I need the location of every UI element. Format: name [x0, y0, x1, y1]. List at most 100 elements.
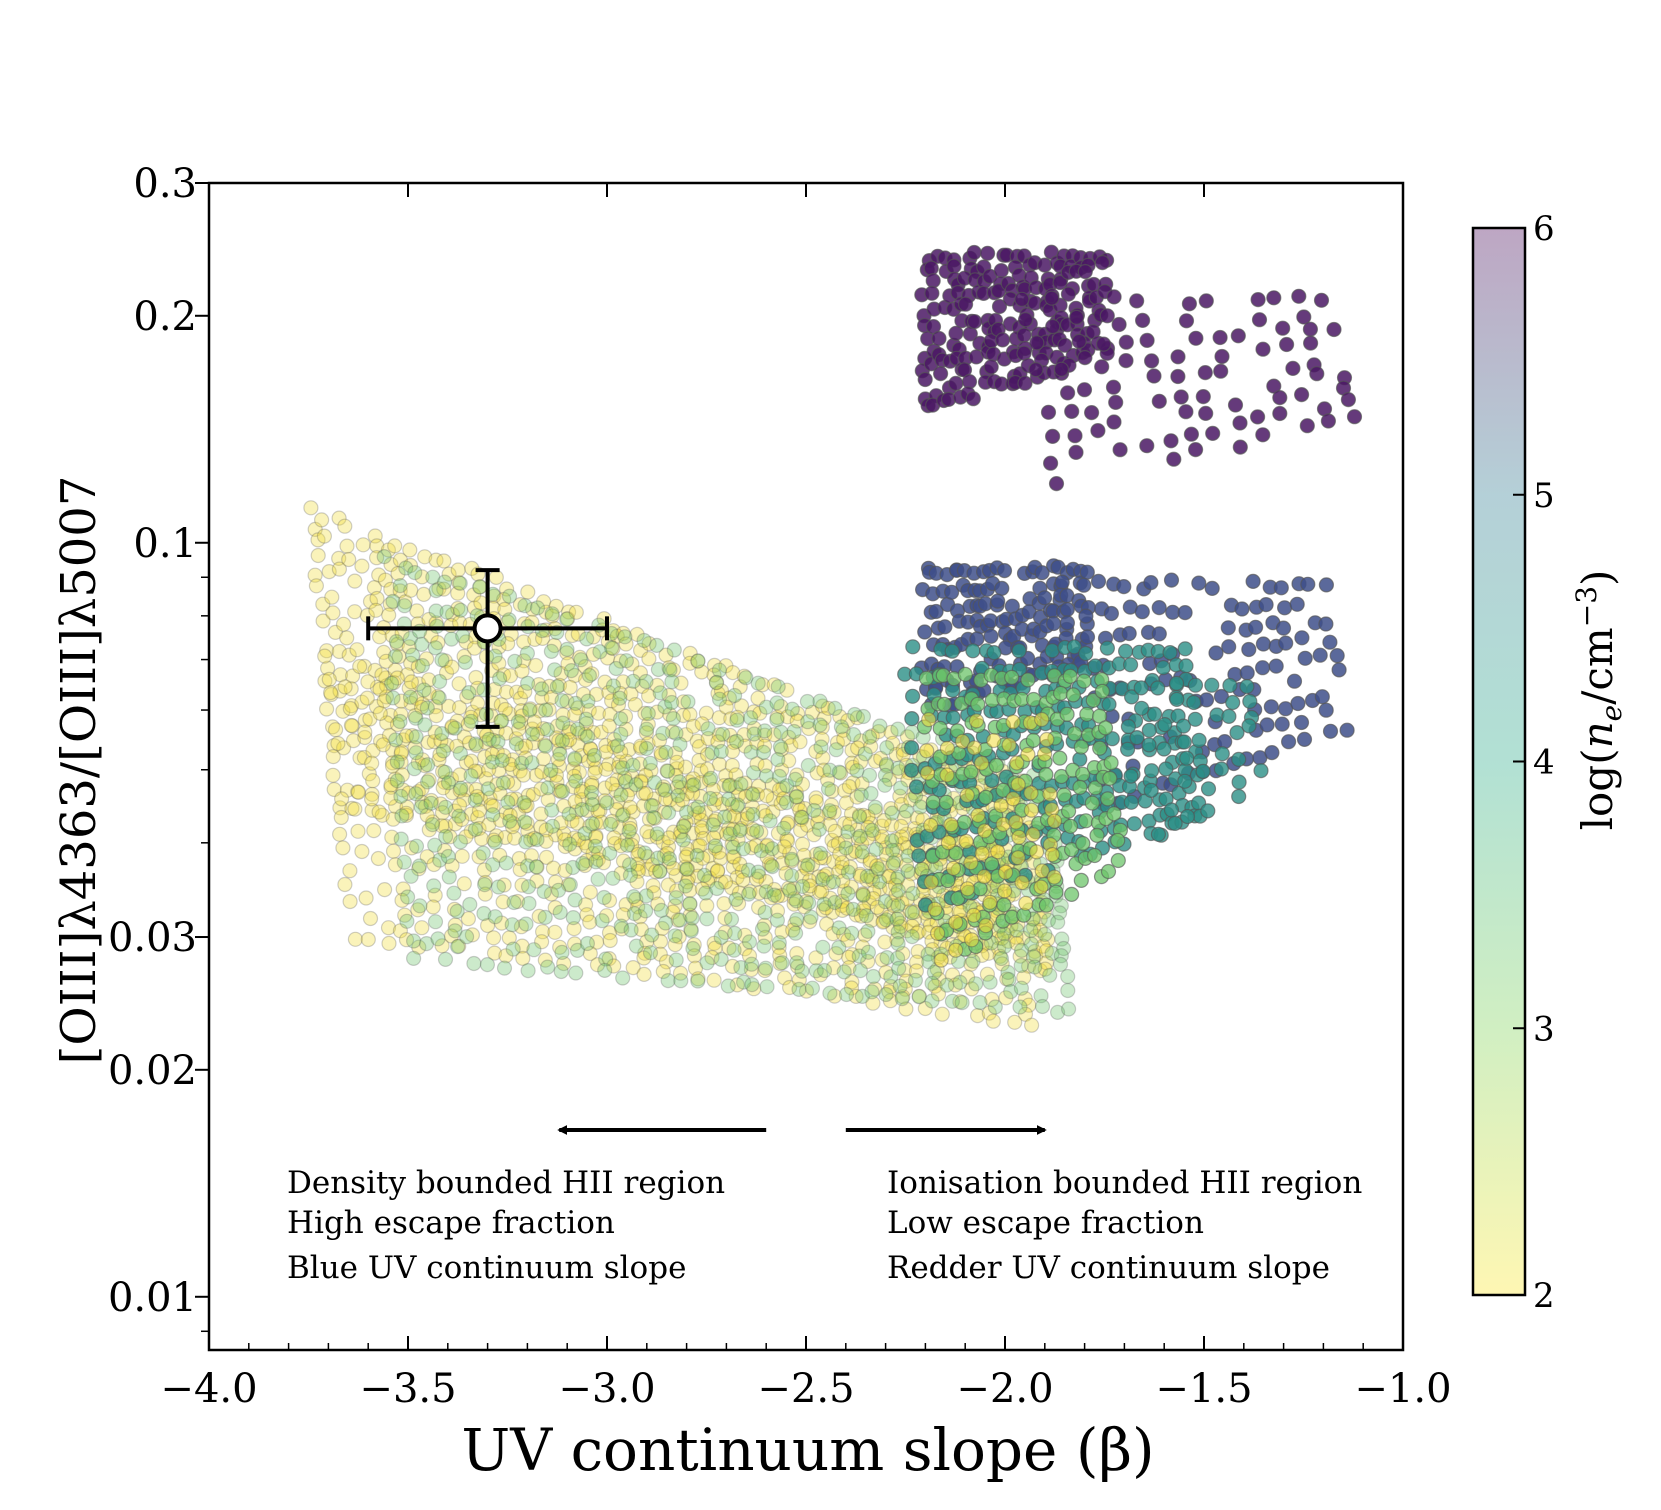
- scatter-point-ne2: [1036, 746, 1053, 762]
- scatter-point-ne2: [1025, 919, 1042, 936]
- scatter-point-ne2: [439, 737, 455, 753]
- scatter-point-ne3: [1038, 766, 1054, 783]
- scatter-point-ne4: [904, 710, 920, 727]
- scatter-point-ne2: [331, 643, 347, 660]
- scatter-point-ne4: [1221, 708, 1237, 725]
- scatter-point-ne3: [847, 706, 863, 723]
- scatter-point-ne2: [706, 667, 722, 683]
- scatter-point-ne6: [993, 263, 1009, 279]
- scatter-point-ne3: [787, 925, 804, 941]
- scatter-point-ne3: [1053, 768, 1070, 785]
- scatter-point-ne2: [560, 604, 577, 620]
- scatter-point-ne5: [1054, 574, 1070, 590]
- scatter-point-ne3: [1073, 739, 1089, 755]
- scatter-point-ne2: [1040, 931, 1056, 948]
- scatter-point-ne6: [1143, 353, 1160, 369]
- scatter-point-ne2: [514, 877, 530, 893]
- scatter-point-ne2: [355, 537, 371, 553]
- scatter-point-ne2: [797, 800, 813, 817]
- scatter-point-ne3: [613, 726, 629, 742]
- scatter-point-ne2: [514, 740, 530, 756]
- scatter-point-ne2: [799, 817, 816, 833]
- scatter-point-ne5: [1079, 564, 1095, 580]
- scatter-point-ne2: [381, 935, 397, 952]
- scatter-point-ne2: [633, 921, 650, 938]
- scatter-point-ne2: [664, 724, 681, 740]
- scatter-point-ne2: [387, 857, 403, 873]
- scatter-point-ne2: [421, 772, 437, 788]
- scatter-point-ne2: [483, 797, 499, 813]
- scatter-point-ne4: [1129, 729, 1145, 746]
- scatter-point-ne3: [399, 913, 415, 929]
- scatter-point-ne2: [497, 601, 513, 618]
- scatter-point-ne3: [784, 701, 800, 717]
- scatter-point-ne2: [520, 787, 536, 804]
- scatter-point-ne2: [673, 779, 690, 796]
- scatter-point-ne3: [894, 990, 910, 1007]
- scatter-point-ne2: [357, 729, 373, 746]
- scatter-point-ne3: [1038, 897, 1055, 913]
- scatter-point-ne4: [1011, 643, 1027, 659]
- scatter-point-ne3: [665, 710, 682, 727]
- scatter-point-ne2: [590, 851, 606, 868]
- scatter-point-ne4: [1141, 737, 1157, 753]
- scatter-point-ne2: [679, 786, 695, 802]
- scatter-point-ne2: [362, 711, 378, 727]
- scatter-point-ne2: [756, 738, 773, 754]
- scatter-point-ne6: [1112, 442, 1128, 458]
- scatter-point-ne2: [894, 829, 910, 845]
- scatter-point-ne3: [689, 847, 705, 864]
- scatter-point-ne3: [794, 878, 811, 895]
- scatter-point-ne2: [984, 991, 1000, 1008]
- scatter-point-ne2: [398, 805, 414, 821]
- scatter-point-ne2: [387, 662, 403, 678]
- scatter-point-ne2: [863, 815, 879, 832]
- scatter-point-ne2: [860, 819, 876, 836]
- scatter-point-ne2: [364, 786, 380, 802]
- scatter-point-ne2: [325, 719, 341, 735]
- scatter-point-ne2: [831, 864, 847, 880]
- scatter-point-ne2: [470, 695, 486, 711]
- scatter-point-ne2: [612, 653, 629, 669]
- scatter-point-ne2: [551, 758, 567, 774]
- scatter-point-ne2: [343, 717, 359, 734]
- scatter-point-ne3: [660, 763, 676, 779]
- scatter-point-ne2: [793, 811, 809, 828]
- scatter-point-ne2: [622, 816, 638, 832]
- scatter-point-ne2: [739, 810, 755, 827]
- scatter-point-ne2: [570, 737, 586, 753]
- scatter-point-ne3: [577, 825, 593, 842]
- scatter-point-ne3: [709, 880, 725, 897]
- scatter-point-ne2: [549, 718, 566, 734]
- scatter-point-ne2: [885, 735, 901, 751]
- scatter-point-ne2: [824, 783, 840, 799]
- scatter-point-ne2: [508, 684, 525, 700]
- scatter-point-ne2: [903, 866, 919, 882]
- scatter-point-ne2: [711, 844, 727, 860]
- scatter-point-ne2: [892, 915, 908, 931]
- scatter-point-ne2: [693, 774, 709, 791]
- scatter-point-ne2: [849, 710, 866, 726]
- scatter-point-ne2: [615, 907, 631, 923]
- scatter-point-ne3: [406, 933, 422, 949]
- scatter-point-ne3: [769, 912, 786, 928]
- scatter-point-ne2: [500, 635, 516, 652]
- scatter-point-ne2: [515, 767, 532, 783]
- scatter-point-ne3: [388, 732, 404, 748]
- scatter-point-ne2: [625, 804, 641, 820]
- scatter-point-ne2: [536, 737, 553, 753]
- scatter-point-ne3: [519, 858, 536, 874]
- scatter-point-ne2: [519, 797, 535, 814]
- scatter-point-ne4: [903, 762, 920, 778]
- scatter-point-ne6: [1105, 379, 1122, 395]
- scatter-point-ne2: [427, 699, 443, 715]
- x-tick-label: −3.0: [558, 1366, 655, 1412]
- scatter-point-ne3: [427, 914, 444, 930]
- scatter-point-ne2: [700, 873, 716, 890]
- scatter-point-ne3: [1059, 706, 1075, 722]
- scatter-point-ne2: [876, 812, 892, 829]
- scatter-point-ne4: [1204, 677, 1220, 693]
- x-axis-ticks: −4.0 −3.5 −3.0 −2.5 −2.0 −1.5 −1.0: [160, 183, 1452, 1412]
- scatter-point-ne2: [561, 724, 577, 740]
- scatter-point-ne2: [646, 791, 662, 807]
